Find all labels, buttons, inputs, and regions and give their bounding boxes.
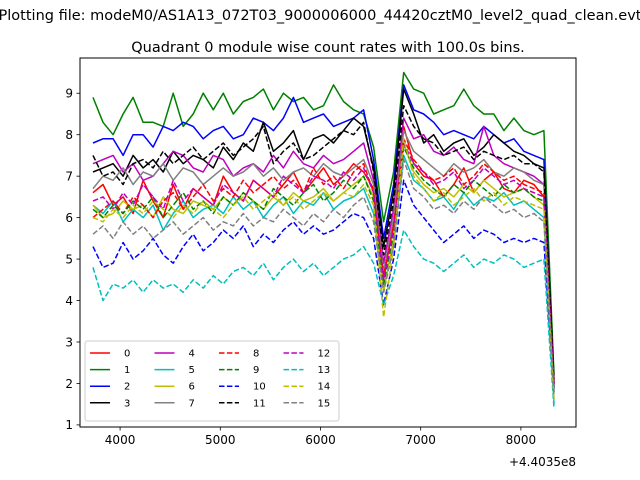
x-offset-label: +4.4035e8 [509,455,576,469]
legend-label-3: 3 [124,398,130,409]
x-tick-label: 6000 [305,433,336,447]
legend-label-9: 9 [253,365,259,376]
x-tick-label: 7000 [405,433,436,447]
series-line-8 [92,138,555,384]
plot-frame [79,57,577,428]
legend-label-6: 6 [189,382,195,393]
y-tick-label: 7 [65,169,73,183]
series-line-15 [92,158,555,396]
series-line-5 [92,154,555,405]
legend-label-12: 12 [318,349,331,360]
y-tick-label: 2 [65,377,73,391]
series-line-10 [92,179,555,396]
y-tick-label: 1 [65,418,73,432]
series-line-4 [92,117,555,392]
y-tick-label: 5 [65,252,73,266]
x-axis: 4000 5000 6000 7000 8000 [105,427,536,447]
series-line-13 [92,229,555,409]
legend-label-2: 2 [124,382,130,393]
legend-label-15: 15 [318,398,331,409]
legend-label-13: 13 [318,365,331,376]
series-line-9 [92,146,555,392]
series-line-1 [92,71,555,376]
chart-suptitle: Plotting file: modeM0/AS1A13_072T03_9000… [0,8,640,24]
legend-label-4: 4 [189,349,195,360]
x-tick-label: 8000 [506,433,537,447]
y-tick-label: 9 [65,87,73,101]
series-line-11 [92,104,555,384]
x-tick-label: 4000 [105,433,136,447]
y-tick-label: 4 [65,294,73,308]
legend-label-1: 1 [124,365,130,376]
x-tick-label: 5000 [205,433,236,447]
series-line-6 [92,142,555,401]
series-line-2 [92,84,555,388]
legend-label-0: 0 [124,349,130,360]
chart-title: Quadrant 0 module wise count rates with … [131,40,525,56]
legend-label-8: 8 [253,349,259,360]
y-tick-label: 6 [65,211,73,225]
legend-label-14: 14 [318,382,331,393]
y-tick-label: 8 [65,128,73,142]
legend-label-5: 5 [189,365,195,376]
series-line-14 [92,138,555,401]
series-line-7 [92,129,555,388]
legend-label-7: 7 [189,398,195,409]
legend-label-10: 10 [253,382,266,393]
legend-box [84,340,340,422]
series-layer [92,71,555,409]
y-tick-label: 3 [65,335,73,349]
y-axis: 1 2 3 4 5 6 7 8 9 [65,87,80,432]
series-line-12 [92,142,555,388]
legend-label-11: 11 [253,398,266,409]
